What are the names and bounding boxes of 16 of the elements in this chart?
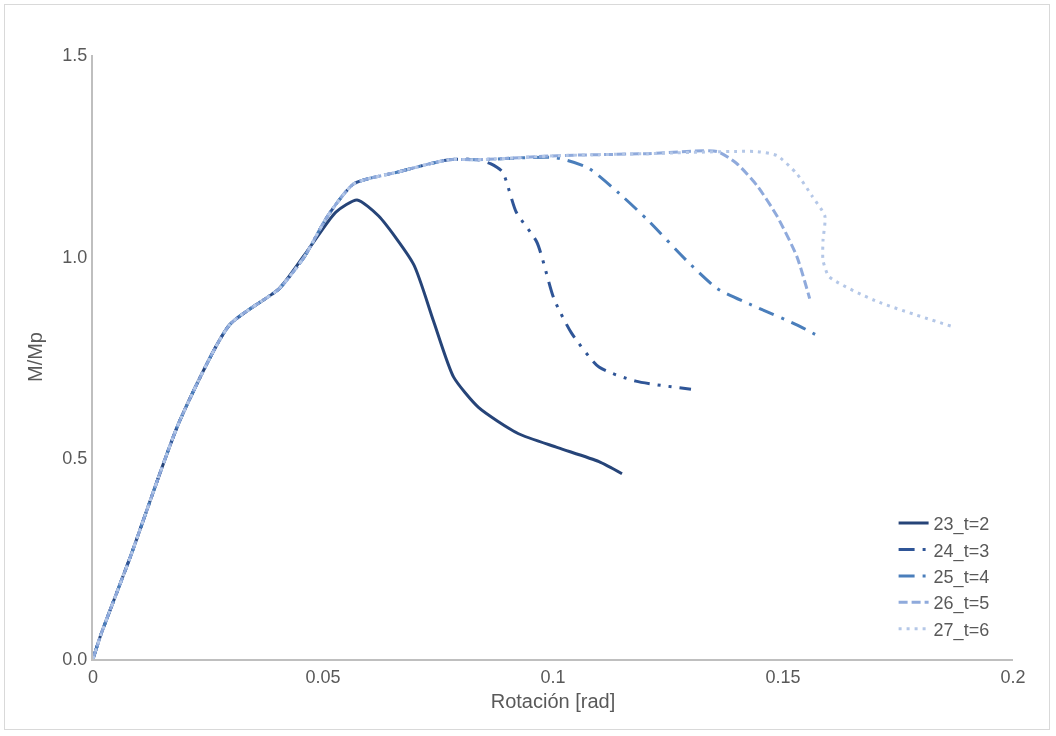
y-axis-title: M/Mp bbox=[24, 332, 47, 382]
legend-label: 27_t=6 bbox=[933, 619, 990, 641]
legend-label: 26_t=5 bbox=[933, 593, 990, 615]
x-tick-label: 0.1 bbox=[540, 666, 566, 687]
x-axis-title: Rotación [rad] bbox=[490, 689, 616, 712]
y-tick-label: 1.0 bbox=[62, 246, 88, 267]
y-tick-label: 0.5 bbox=[62, 447, 88, 468]
y-tick-label: 0.0 bbox=[62, 649, 88, 670]
x-tick-label: 0.2 bbox=[1000, 666, 1026, 687]
legend-label: 24_t=3 bbox=[933, 540, 990, 562]
legend-label: 23_t=2 bbox=[933, 514, 990, 536]
x-tick-label: 0.05 bbox=[305, 666, 341, 687]
y-tick-label: 1.5 bbox=[62, 45, 88, 66]
legend-label: 25_t=4 bbox=[933, 566, 990, 588]
x-tick-label: 0 bbox=[87, 666, 99, 687]
x-tick-label: 0.15 bbox=[765, 666, 801, 687]
